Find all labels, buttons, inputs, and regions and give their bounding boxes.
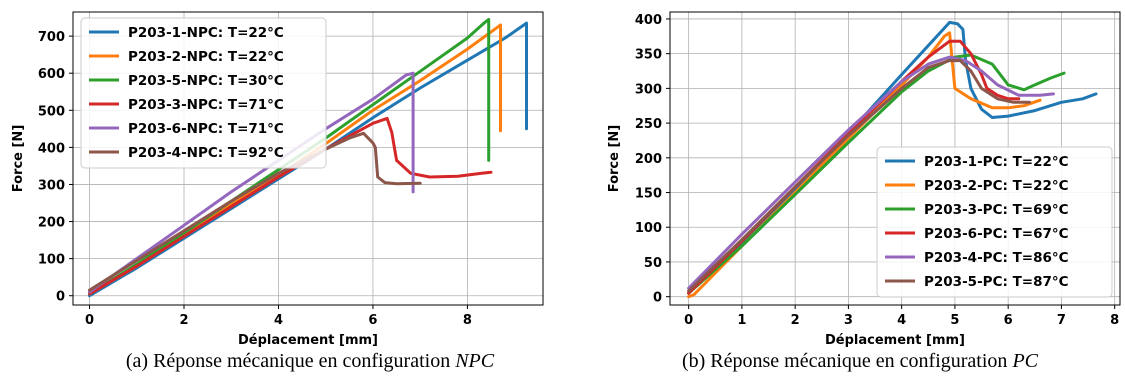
y-tick-label: 350 xyxy=(635,48,662,63)
x-tick-label: 1 xyxy=(737,313,746,328)
legend-box xyxy=(876,146,1113,298)
x-tick-label: 3 xyxy=(844,313,853,328)
y-tick-label: 50 xyxy=(644,256,662,271)
series-group xyxy=(687,20,1098,299)
y-tick-label: 300 xyxy=(38,178,65,193)
series-line-6 xyxy=(687,59,1031,293)
y-tick-label: 0 xyxy=(653,291,662,306)
legend-box xyxy=(80,17,327,169)
x-tick-label: 4 xyxy=(897,313,906,328)
x-tick-label: 5 xyxy=(950,313,959,328)
y-tick-label: 100 xyxy=(38,253,65,268)
y-axis-label: Force [N] xyxy=(607,125,622,193)
caption-a-prefix: (a) Réponse mécanique en configuration xyxy=(125,350,456,372)
chart-b: 0 1 2 3 4 5 6 7 8 0 50 100 150 200 250 300 350 400 Déplace… xyxy=(607,11,1121,348)
legend-entry-1: P203-1-PC: T=22°C xyxy=(924,154,1069,170)
y-tick-label: 200 xyxy=(635,152,662,167)
series-line-6 xyxy=(88,131,422,292)
y-tick-label: 150 xyxy=(635,187,662,202)
series-line-3 xyxy=(88,17,491,296)
series-line-1 xyxy=(88,21,528,298)
chart-a: 0 2 4 6 8 0 100 200 300 400 500 600 700 Déplacement [… xyxy=(11,11,544,348)
x-tick-label: 8 xyxy=(463,313,472,328)
tick-labels: 0 1 2 3 4 5 6 7 8 0 50 100 150 200 250 300 350 400 xyxy=(635,13,1119,328)
plot-frame xyxy=(669,11,1121,306)
legend-entry-3: P203-3-PC: T=69°C xyxy=(924,202,1069,218)
y-tick-label: 200 xyxy=(38,216,65,231)
x-tick-label: 8 xyxy=(1110,313,1119,328)
y-axis-label: Force [N] xyxy=(11,125,26,193)
caption-a: (a) Réponse mécanique en configuration N… xyxy=(60,350,560,373)
legend-entry-4: P203-6-PC: T=67°C xyxy=(924,226,1069,242)
y-tick-label: 500 xyxy=(38,104,65,119)
y-tick-label: 0 xyxy=(56,290,65,305)
legend-entry-5: P203-4-PC: T=86°C xyxy=(924,250,1069,266)
x-tick-label: 0 xyxy=(684,313,693,328)
plot-frame xyxy=(72,11,544,306)
legend-entry-2: P203-2-PC: T=22°C xyxy=(924,178,1069,194)
x-axis-label: Déplacement [mm] xyxy=(238,333,378,348)
y-tick-label: 300 xyxy=(635,82,662,97)
y-tick-label: 250 xyxy=(635,117,662,132)
caption-b-emphasis: PC xyxy=(1012,350,1038,372)
y-tick-label: 400 xyxy=(635,13,662,28)
tick-labels: 0 2 4 6 8 0 100 200 300 400 500 600 700 xyxy=(38,30,472,328)
x-tick-label: 4 xyxy=(274,313,283,328)
legend-entry-2: P203-2-NPC: T=22°C xyxy=(128,49,284,65)
series-line-3 xyxy=(687,53,1066,295)
series-line-4 xyxy=(88,116,493,296)
x-tick-label: 6 xyxy=(368,313,377,328)
x-tick-label: 2 xyxy=(179,313,188,328)
x-tick-label: 0 xyxy=(85,313,94,328)
legend: P203-1-NPC: T=22°C P203-2-NPC: T=22°C P203… xyxy=(80,17,327,169)
legend-entry-6: P203-5-PC: T=87°C xyxy=(924,274,1069,290)
legend-entry-3: P203-5-NPC: T=30°C xyxy=(128,73,284,89)
x-tick-label: 7 xyxy=(1057,313,1066,328)
legend-entry-1: P203-1-NPC: T=22°C xyxy=(128,25,284,41)
legend-entry-6: P203-4-NPC: T=92°C xyxy=(128,145,284,161)
legend-entry-4: P203-3-NPC: T=71°C xyxy=(128,97,284,113)
y-tick-label: 700 xyxy=(38,30,65,45)
caption-b-prefix: (b) Réponse mécanique en configuration xyxy=(681,350,1013,372)
x-tick-label: 2 xyxy=(791,313,800,328)
x-axis-label: Déplacement [mm] xyxy=(825,333,965,348)
x-tick-label: 6 xyxy=(1004,313,1013,328)
legend: P203-1-PC: T=22°C P203-2-PC: T=22°C P203-3… xyxy=(876,146,1113,298)
series-line-5 xyxy=(687,55,1055,290)
y-tick-label: 600 xyxy=(38,67,65,82)
caption-b: (b) Réponse mécanique en configuration P… xyxy=(595,350,1125,373)
y-tick-label: 400 xyxy=(38,141,65,156)
caption-a-emphasis: NPC xyxy=(455,350,495,372)
y-tick-label: 100 xyxy=(635,221,662,236)
legend-entry-5: P203-6-NPC: T=71°C xyxy=(128,121,284,137)
